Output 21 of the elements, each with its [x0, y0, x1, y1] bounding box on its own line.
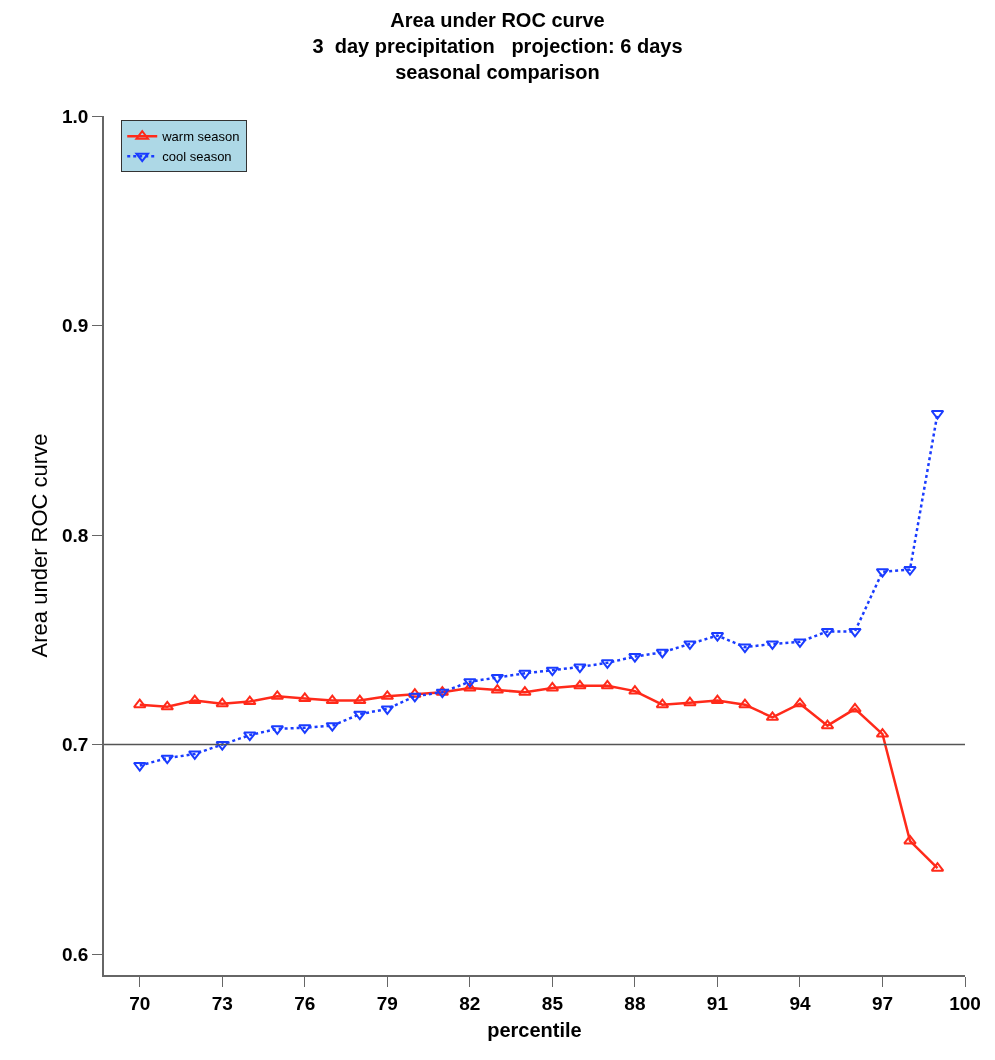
x-tick-label: 91	[706, 992, 729, 1014]
x-tick-label: 76	[294, 992, 316, 1014]
x-tick-label: 85	[541, 992, 564, 1014]
y-tick-label: 0.6	[62, 943, 89, 965]
y-axis-title: Area under ROC curve	[27, 433, 53, 658]
x-tick-label: 97	[871, 992, 894, 1014]
y-tick-label: 0.7	[62, 734, 89, 756]
x-axis-title: percentile	[487, 1018, 582, 1041]
chart-title: Area under ROC curve 3 day precipitation projection: 6 days seasonal comparison	[312, 8, 683, 83]
y-tick-label: 0.9	[62, 315, 89, 337]
x-tick-label: 100	[949, 992, 981, 1014]
y-tick-label: 0.8	[62, 524, 89, 546]
y-tick-label: 1.0	[62, 105, 89, 127]
x-tick-label: 73	[211, 992, 233, 1014]
legend-label: cool season	[162, 149, 232, 165]
x-tick-label: 70	[129, 992, 151, 1014]
x-tick-label: 82	[459, 992, 481, 1014]
x-tick-label: 88	[624, 992, 646, 1014]
legend-label: warm season	[161, 129, 240, 145]
x-tick-label: 94	[789, 992, 811, 1014]
x-tick-label: 79	[376, 992, 398, 1014]
